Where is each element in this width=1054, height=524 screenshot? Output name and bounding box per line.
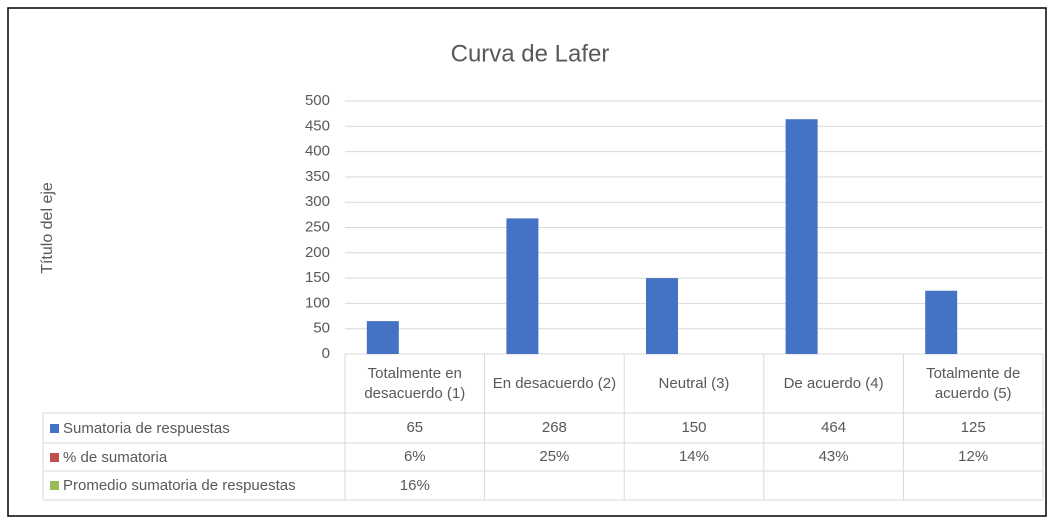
x-tick-label: Totalmente en desacuerdo (1) (364, 364, 466, 402)
y-tick-label: 500 (305, 92, 330, 109)
y-tick-label: 50 (313, 320, 330, 337)
bar (506, 218, 539, 354)
legend-key (50, 481, 59, 490)
x-tick-label: De acuerdo (4) (783, 374, 884, 392)
legend-label: Sumatoria de respuestas (63, 419, 230, 437)
table-value: 43% (818, 448, 849, 465)
x-tick-label: Neutral (3) (658, 374, 730, 392)
x-tick-label: Totalmente de acuerdo (5) (926, 364, 1021, 402)
chart-title: Curva de Lafer (451, 40, 610, 67)
table-value: 268 (541, 419, 567, 436)
y-tick-label: 200 (305, 244, 330, 261)
legend-entry: Promedio sumatoria de respuestas (50, 471, 296, 500)
table-value: 25% (539, 448, 570, 465)
bar (646, 278, 678, 354)
y-tick-label: 300 (305, 193, 330, 210)
legend-entry: % de sumatoria (50, 443, 167, 471)
y-tick-label: 400 (305, 143, 330, 160)
y-axis-label: Título del eje (39, 182, 56, 274)
legend-label: Promedio sumatoria de respuestas (63, 477, 296, 494)
table-value: 14% (678, 448, 709, 465)
table-value: 150 (681, 419, 707, 436)
y-tick-label: 150 (305, 269, 330, 286)
y-tick-label: 350 (305, 168, 330, 185)
legend-key (50, 423, 59, 433)
x-tick-label: En desacuerdo (2) (492, 374, 617, 392)
bar (925, 290, 958, 354)
table-value: 16% (399, 476, 430, 494)
table-value: 6% (403, 448, 426, 465)
table-value: 12% (958, 448, 989, 465)
y-tick-label: 450 (305, 117, 330, 134)
table-value: 464 (821, 419, 847, 436)
y-tick-label: 100 (305, 294, 330, 311)
y-tick-label: 0 (322, 345, 330, 362)
bar (366, 321, 399, 354)
table-value: 65 (406, 419, 424, 436)
y-tick-label: 250 (305, 218, 330, 235)
bar (785, 119, 818, 354)
legend-label: % de sumatoria (63, 448, 168, 466)
table-value: 125 (960, 419, 986, 436)
legend-key (50, 452, 59, 462)
legend-entry: Sumatoria de respuestas (50, 413, 230, 443)
